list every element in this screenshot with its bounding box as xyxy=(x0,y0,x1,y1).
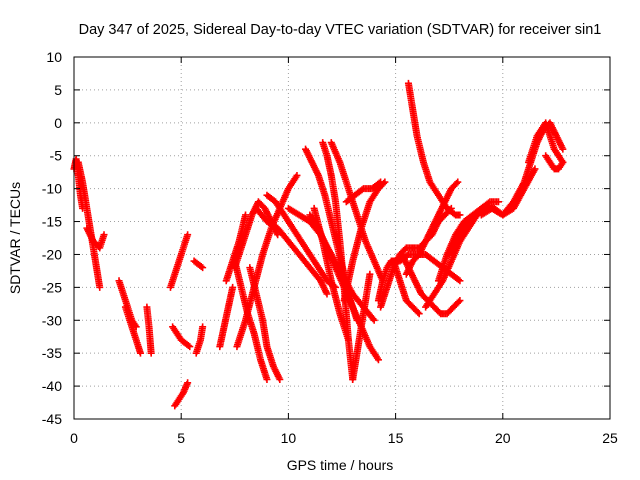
data-point xyxy=(184,231,192,239)
series-pass-12 xyxy=(216,283,237,351)
x-tick-label: 25 xyxy=(602,430,618,446)
data-point xyxy=(415,310,423,318)
data-point xyxy=(199,323,207,331)
y-axis-label: SDTVAR / TECUs xyxy=(7,182,23,294)
series-pass-05 xyxy=(121,303,144,357)
data-point xyxy=(199,264,207,272)
data-point xyxy=(293,171,301,179)
data-point xyxy=(456,211,464,219)
y-tick-label: 10 xyxy=(46,49,62,65)
x-tick-label: 20 xyxy=(495,430,511,446)
series-pass-09 xyxy=(171,379,192,410)
data-point xyxy=(414,308,422,316)
series-pass-17 xyxy=(246,264,284,384)
series-pass-19 xyxy=(252,204,331,298)
series-pass-40 xyxy=(525,119,567,166)
data-point xyxy=(100,231,108,239)
data-point xyxy=(184,342,192,350)
series-pass-41 xyxy=(542,152,567,173)
y-tick-label: -20 xyxy=(42,246,62,262)
series-pass-15 xyxy=(233,171,301,351)
data-point xyxy=(197,263,205,271)
data-point xyxy=(96,283,104,291)
series-pass-07 xyxy=(166,231,192,291)
y-tick-label: -30 xyxy=(42,312,62,328)
data-point xyxy=(377,178,385,186)
data-point xyxy=(454,178,462,186)
data-point xyxy=(375,179,383,187)
data-point xyxy=(531,165,539,173)
series-pass-34 xyxy=(404,79,464,219)
axis-ticks: 0 5 10 15 20 25 10 5 0 -5 -10 -15 -20 -25 -30 -35 -40 -45 xyxy=(42,49,618,446)
series-pass-06 xyxy=(143,303,155,357)
plot-frame xyxy=(73,56,611,420)
series-pass-02 xyxy=(74,158,104,291)
chart-title: Day 347 of 2025, Sidereal Day-to-day VTE… xyxy=(79,22,602,38)
y-tick-label: 0 xyxy=(54,115,62,131)
data-point xyxy=(369,315,377,323)
x-tick-label: 0 xyxy=(70,430,78,446)
data-point xyxy=(495,198,503,206)
series-pass-10 xyxy=(190,257,207,272)
data-point xyxy=(456,277,464,285)
series-pass-08 xyxy=(169,323,194,351)
data-point xyxy=(136,349,144,357)
data-point xyxy=(242,211,250,219)
data-point xyxy=(370,316,378,324)
series-pass-11 xyxy=(192,323,207,357)
series-pass-27 xyxy=(342,178,385,206)
x-tick-label: 5 xyxy=(177,430,185,446)
y-tick-label: -45 xyxy=(42,411,62,427)
y-tick-label: -10 xyxy=(42,181,62,197)
data-point xyxy=(374,356,382,364)
y-tick-label: -5 xyxy=(50,148,63,164)
x-tick-label: 15 xyxy=(388,430,404,446)
data-point xyxy=(229,283,237,291)
y-tick-label: -35 xyxy=(42,345,62,361)
data-point xyxy=(323,290,331,298)
y-tick-label: -40 xyxy=(42,378,62,394)
data-point xyxy=(455,298,463,306)
series-pass-26 xyxy=(340,178,389,305)
data-point xyxy=(454,276,462,284)
series-pass-35 xyxy=(402,178,462,278)
data-point xyxy=(184,379,192,387)
y-tick-label: -25 xyxy=(42,279,62,295)
data-point xyxy=(263,376,271,384)
series-pass-16 xyxy=(231,257,271,384)
x-axis-label: GPS time / hours xyxy=(287,457,394,473)
x-tick-label: 10 xyxy=(281,430,297,446)
series-pass-33 xyxy=(389,257,423,318)
data-point xyxy=(456,297,464,305)
data-point xyxy=(366,270,374,278)
data-point xyxy=(147,349,155,357)
data-point xyxy=(358,186,366,194)
series-pass-28 xyxy=(349,270,374,384)
data-point xyxy=(559,145,567,153)
data-point xyxy=(452,179,460,187)
y-tick-label: 5 xyxy=(54,82,62,98)
y-tick-label: -15 xyxy=(42,214,62,230)
data-point xyxy=(559,158,567,166)
data-point xyxy=(276,376,284,384)
data-point xyxy=(186,343,194,351)
data-points xyxy=(70,79,567,410)
series-pass-13 xyxy=(222,211,250,285)
series-pass-03 xyxy=(83,224,108,252)
